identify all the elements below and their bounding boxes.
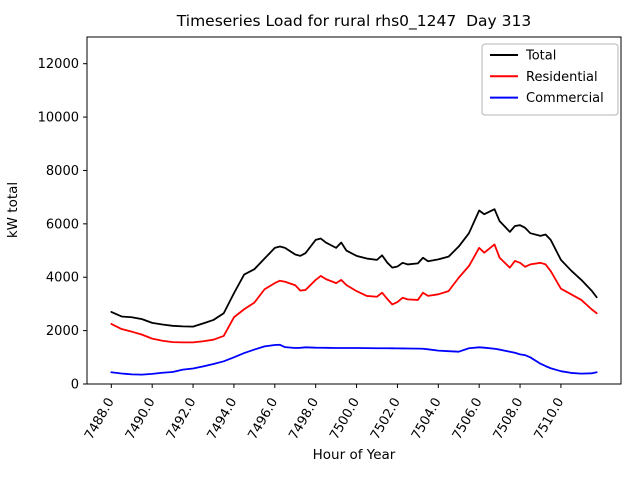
x-tick-label: 7500.0: [327, 396, 363, 443]
x-tick-label: 7504.0: [409, 396, 445, 443]
x-tick-label: 7508.0: [491, 396, 527, 443]
legend-label-total: Total: [525, 49, 556, 64]
legend-label-residential: Residential: [526, 70, 598, 85]
axes-frame: [86, 36, 622, 385]
x-tick-label: 7490.0: [123, 396, 159, 443]
y-tick-label: 8000: [46, 164, 79, 179]
x-tick-label: 7498.0: [286, 396, 322, 443]
series-line-residential: [110, 243, 598, 344]
x-axis-ticks: 7488.0 7490.0 7492.0 7494.0 7496.0 7498.0 7500…: [82, 384, 567, 442]
y-tick-label: 12000: [38, 57, 79, 72]
y-tick-label: 0: [71, 378, 79, 393]
y-axis-ticks: 0 2000 4000 6000 8000 10000 12000: [38, 57, 87, 393]
data-series-lines: [110, 208, 598, 376]
x-tick-label: 7506.0: [450, 396, 486, 443]
y-tick-label: 4000: [46, 271, 79, 286]
legend: Total Residential Commercial: [481, 43, 619, 116]
y-axis-label: kW total: [5, 182, 21, 238]
series-line-commercial: [110, 343, 598, 376]
series-line-total: [110, 208, 598, 328]
y-tick-label: 10000: [38, 111, 79, 126]
x-axis-label: Hour of Year: [313, 447, 396, 463]
x-tick-label: 7492.0: [164, 396, 200, 443]
x-tick-label: 7502.0: [368, 396, 404, 443]
x-tick-label: 7496.0: [246, 396, 282, 443]
chart-title: Timeseries Load for rural rhs0_1247 Day …: [176, 12, 531, 31]
y-tick-label: 6000: [46, 217, 79, 232]
x-tick-label: 7494.0: [205, 396, 241, 443]
x-tick-label: 7488.0: [82, 396, 118, 443]
legend-label-commercial: Commercial: [526, 91, 604, 106]
y-tick-label: 2000: [46, 324, 79, 339]
x-tick-label: 7510.0: [532, 396, 568, 443]
